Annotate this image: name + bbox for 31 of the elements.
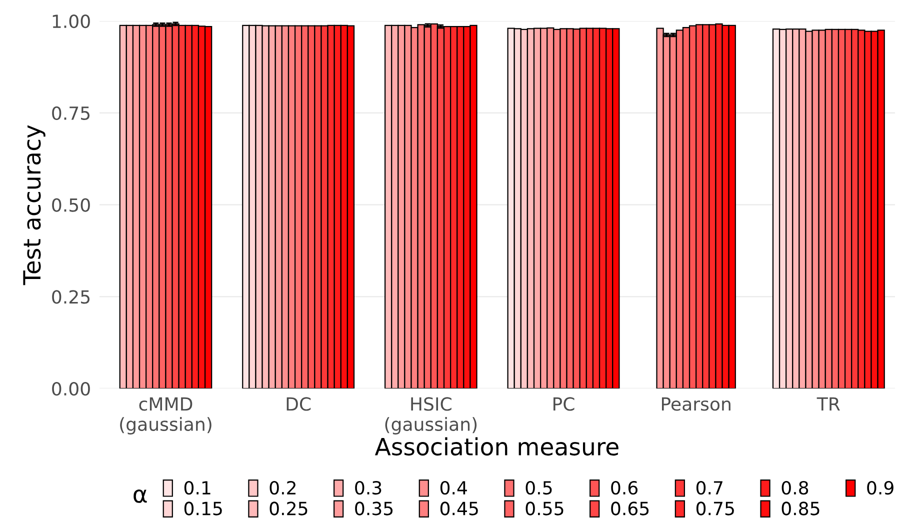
legend-label: 0.35 bbox=[355, 502, 393, 516]
legend-label: 0.55 bbox=[526, 502, 564, 516]
legend-label: 0.7 bbox=[696, 480, 722, 495]
y-tick-label: 0.25 bbox=[52, 290, 90, 304]
legend-label: 0.25 bbox=[270, 502, 308, 516]
y-tick-label: 1.00 bbox=[52, 14, 90, 28]
x-tick-label: DC bbox=[286, 397, 311, 411]
x-axis-title: Association measure bbox=[374, 437, 618, 456]
legend-label: 0.9 bbox=[867, 480, 894, 495]
legend-label: 0.5 bbox=[526, 480, 552, 495]
legend-label: 0.8 bbox=[782, 480, 808, 495]
x-tick-label: TR bbox=[816, 397, 840, 411]
x-tick-label: PC bbox=[554, 397, 574, 411]
legend-title: α bbox=[134, 489, 147, 503]
y-tick-label: 0.75 bbox=[52, 106, 90, 120]
legend-label: 0.3 bbox=[355, 480, 382, 495]
legend-label: 0.85 bbox=[782, 502, 820, 516]
x-tick-label: HSIC (gaussian) bbox=[385, 397, 477, 435]
legend-label: 0.6 bbox=[611, 480, 638, 495]
x-tick-label: cMMD (gaussian) bbox=[120, 397, 212, 435]
legend-label: 0.1 bbox=[184, 480, 210, 495]
x-tick-label: Pearson bbox=[662, 397, 730, 411]
legend-label: 0.45 bbox=[440, 502, 478, 516]
legend-label: 0.15 bbox=[184, 502, 222, 516]
legend-label: 0.2 bbox=[270, 480, 296, 495]
y-axis-title: Test accuracy bbox=[23, 125, 46, 286]
legend-label: 0.4 bbox=[440, 480, 467, 495]
y-tick-label: 0.00 bbox=[52, 382, 90, 396]
legend-label: 0.75 bbox=[696, 502, 734, 516]
y-tick-label: 0.50 bbox=[52, 198, 90, 212]
legend-label: 0.65 bbox=[611, 502, 649, 516]
